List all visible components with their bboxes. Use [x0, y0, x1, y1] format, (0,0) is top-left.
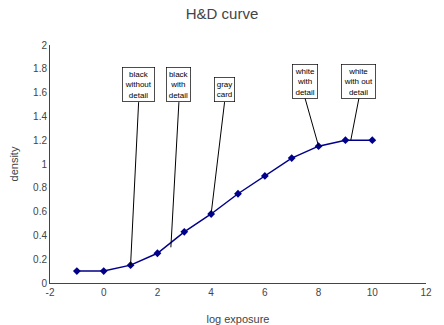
- svg-text:0: 0: [101, 287, 107, 298]
- svg-text:blackwithoutdetail: blackwithoutdetail: [125, 70, 152, 100]
- svg-text:0: 0: [41, 278, 47, 289]
- svg-text:1: 1: [41, 159, 47, 170]
- svg-text:graycard: graycard: [217, 80, 233, 99]
- svg-text:4: 4: [208, 287, 214, 298]
- svg-text:1.6: 1.6: [33, 87, 47, 98]
- svg-text:0.8: 0.8: [33, 182, 47, 193]
- svg-text:-2: -2: [46, 287, 55, 298]
- svg-text:6: 6: [262, 287, 268, 298]
- svg-text:whitewith outdetail: whitewith outdetail: [344, 67, 373, 97]
- svg-text:density: density: [8, 146, 20, 181]
- svg-text:12: 12: [420, 287, 432, 298]
- svg-text:blackwithdetail: blackwithdetail: [169, 70, 189, 100]
- svg-text:H&D curve: H&D curve: [186, 5, 259, 22]
- svg-text:1.4: 1.4: [33, 111, 47, 122]
- svg-text:0.4: 0.4: [33, 230, 47, 241]
- svg-text:8: 8: [316, 287, 322, 298]
- svg-text:whitewithdetail: whitewithdetail: [295, 67, 315, 97]
- svg-text:1.2: 1.2: [33, 135, 47, 146]
- svg-text:1.8: 1.8: [33, 63, 47, 74]
- svg-text:2: 2: [41, 40, 47, 51]
- svg-text:10: 10: [367, 287, 379, 298]
- svg-text:2: 2: [155, 287, 161, 298]
- svg-text:log exposure: log exposure: [207, 313, 270, 325]
- svg-text:0.6: 0.6: [33, 206, 47, 217]
- svg-text:0.2: 0.2: [33, 254, 47, 265]
